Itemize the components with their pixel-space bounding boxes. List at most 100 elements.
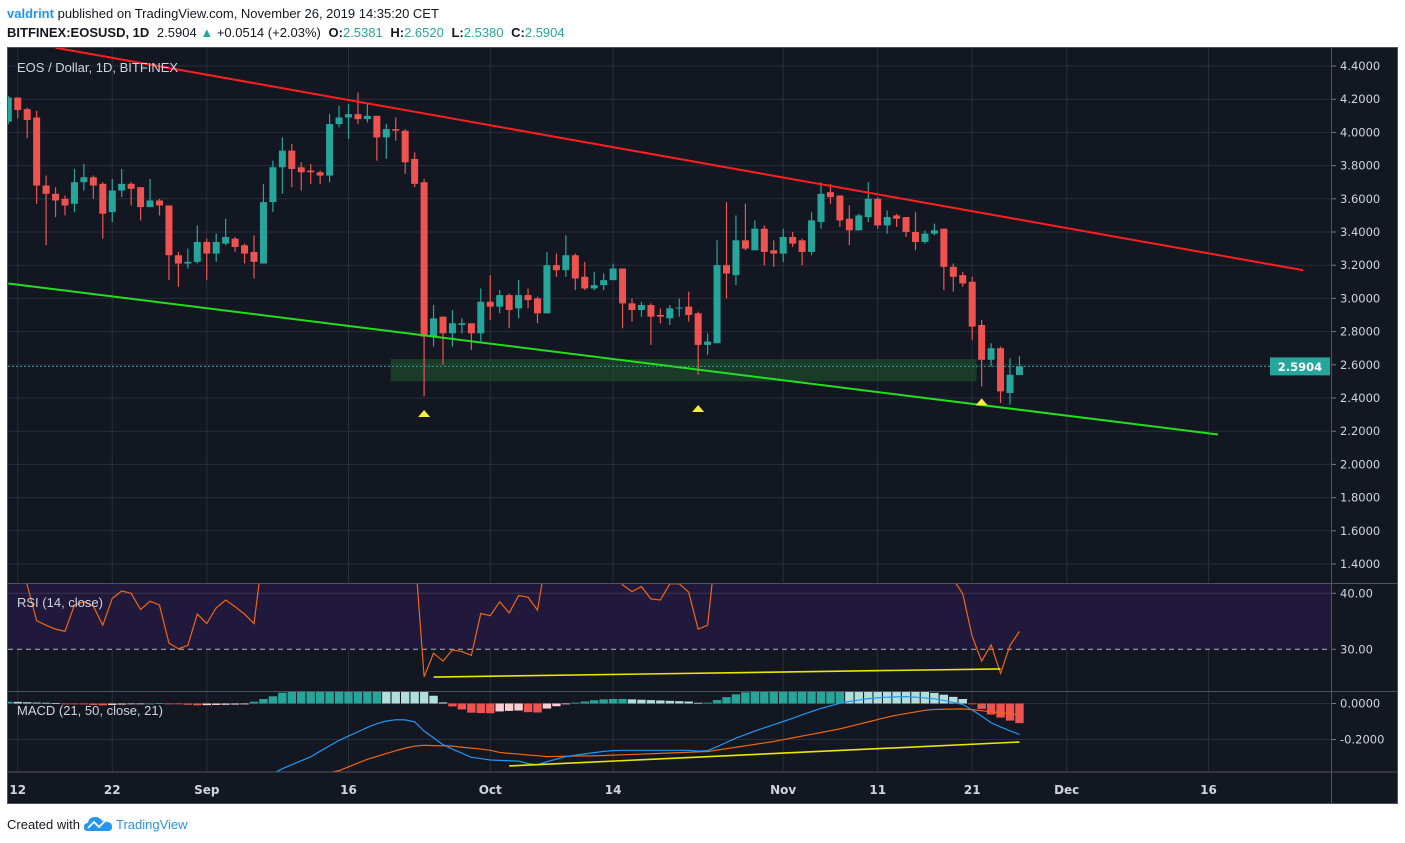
candle-body bbox=[808, 220, 816, 252]
candle bbox=[713, 240, 721, 344]
macd-histogram-bar bbox=[646, 700, 656, 704]
main-pane bbox=[8, 48, 1304, 436]
candle bbox=[382, 124, 390, 159]
axes: 4.4000 4.2000 4.0000 3.8000 3.6000 3.4000 3.20… bbox=[7, 47, 1398, 804]
candle-body bbox=[581, 276, 589, 289]
time-tick-label: 11 bbox=[869, 783, 886, 797]
candle bbox=[80, 163, 88, 191]
macd-histogram-bar bbox=[372, 692, 382, 704]
candle-body bbox=[430, 318, 438, 337]
candle-body bbox=[921, 233, 929, 242]
candle bbox=[354, 92, 362, 125]
macd-histogram-bar bbox=[79, 703, 89, 705]
macd-histogram-bar bbox=[788, 692, 797, 704]
macd-histogram-bar bbox=[353, 692, 363, 704]
footer: Created with TradingView bbox=[7, 816, 188, 832]
price-tick-label: 4.0000 bbox=[1340, 125, 1380, 139]
macd-histogram-bar bbox=[977, 703, 986, 709]
macd-histogram-bar bbox=[608, 699, 618, 704]
last-price: 2.5904 bbox=[156, 25, 197, 40]
candle-body bbox=[33, 117, 41, 186]
macd-histogram-bar bbox=[892, 692, 901, 704]
price-tick-label: 2.6000 bbox=[1340, 358, 1380, 372]
tradingview-logo-icon[interactable] bbox=[83, 816, 112, 832]
triangle-up-icon bbox=[975, 398, 988, 406]
macd-tick-label: 0.0000 bbox=[1340, 697, 1380, 711]
candle bbox=[685, 291, 693, 322]
price-tick-label: 2.8000 bbox=[1340, 325, 1380, 339]
candle bbox=[534, 296, 541, 324]
tradingview-link[interactable]: TradingView bbox=[115, 816, 188, 832]
candle-body bbox=[732, 240, 740, 276]
candle-body bbox=[363, 115, 371, 120]
candle bbox=[401, 129, 409, 174]
candle-body bbox=[893, 215, 901, 219]
macd-histogram-bar bbox=[533, 703, 542, 713]
candle bbox=[430, 305, 438, 347]
candle-body bbox=[184, 261, 192, 264]
macd-histogram-bar bbox=[8, 701, 13, 704]
macd-histogram-bar bbox=[268, 696, 278, 704]
candle bbox=[250, 235, 258, 279]
candle bbox=[61, 195, 69, 216]
author-link[interactable]: valdrint bbox=[7, 6, 54, 21]
candle-body bbox=[817, 193, 825, 223]
candle-body bbox=[968, 281, 976, 327]
candle bbox=[505, 293, 513, 329]
candle-body bbox=[515, 295, 523, 309]
candle bbox=[467, 323, 475, 350]
time-tick-label: Oct bbox=[479, 783, 502, 797]
candle bbox=[987, 343, 995, 367]
candle bbox=[552, 253, 560, 277]
candle bbox=[486, 275, 494, 320]
candle bbox=[89, 175, 97, 199]
candle-body bbox=[127, 183, 135, 189]
macd-divergence-line bbox=[509, 741, 1020, 767]
candle bbox=[836, 195, 844, 228]
candle-body bbox=[477, 301, 485, 334]
candle-body bbox=[685, 306, 693, 315]
candle bbox=[562, 235, 570, 277]
candle bbox=[997, 346, 1005, 403]
macd-pane bbox=[8, 692, 1331, 772]
macd-histogram-bar bbox=[1005, 703, 1015, 721]
candle bbox=[723, 202, 730, 299]
macd-histogram-bar bbox=[504, 703, 514, 711]
macd-histogram-bar bbox=[457, 703, 467, 710]
candle bbox=[345, 104, 352, 140]
macd-histogram-bar bbox=[854, 692, 863, 704]
candle bbox=[373, 115, 381, 161]
candle-body bbox=[534, 298, 541, 314]
macd-histogram-bar bbox=[599, 699, 608, 704]
candle-body bbox=[647, 305, 655, 317]
candle bbox=[1015, 356, 1023, 376]
candle-body bbox=[959, 275, 967, 284]
low-label: L: bbox=[451, 25, 464, 40]
macd-histogram-bar bbox=[627, 699, 637, 704]
candle-body bbox=[354, 114, 362, 120]
macd-histogram-bar bbox=[826, 692, 835, 704]
candle-body bbox=[1006, 374, 1014, 394]
candle-body bbox=[562, 255, 570, 271]
high-label: H: bbox=[390, 25, 405, 40]
candle-body bbox=[845, 218, 853, 231]
candle bbox=[288, 144, 296, 188]
candle-body bbox=[439, 316, 447, 334]
candle bbox=[515, 280, 523, 319]
macd-histogram-bar bbox=[637, 699, 646, 704]
candle bbox=[808, 212, 816, 256]
candle-body bbox=[193, 241, 201, 262]
macd-histogram-bar bbox=[155, 703, 164, 704]
candle bbox=[845, 205, 853, 246]
candle bbox=[741, 203, 749, 251]
macd-histogram-bar bbox=[32, 702, 41, 704]
price-tick-label: 4.2000 bbox=[1340, 92, 1380, 106]
candle-body bbox=[250, 251, 258, 262]
candle bbox=[940, 228, 948, 291]
macd-histogram-bar bbox=[212, 703, 221, 705]
macd-histogram-bar bbox=[712, 700, 722, 704]
candle-body bbox=[713, 265, 721, 344]
candle bbox=[543, 251, 551, 314]
candle-body bbox=[392, 129, 400, 131]
